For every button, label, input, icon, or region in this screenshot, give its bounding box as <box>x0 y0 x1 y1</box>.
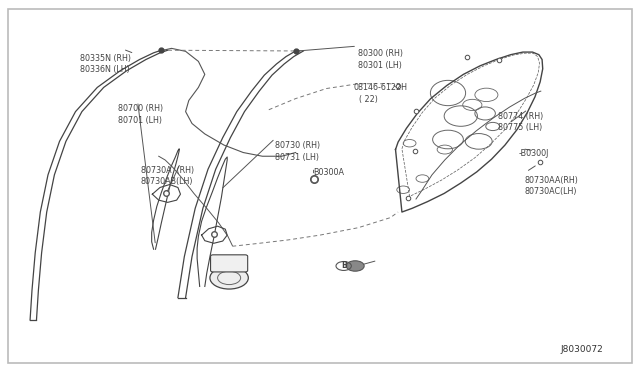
Text: B0300A: B0300A <box>314 168 344 177</box>
Text: B: B <box>341 262 346 270</box>
FancyBboxPatch shape <box>211 255 248 272</box>
Circle shape <box>346 261 364 271</box>
Text: 80774 (RH)
80775 (LH): 80774 (RH) 80775 (LH) <box>498 112 543 132</box>
Text: 80730A  (RH)
80730AB(LH): 80730A (RH) 80730AB(LH) <box>141 166 194 186</box>
Circle shape <box>210 267 248 289</box>
Text: 80730AA(RH)
80730AC(LH): 80730AA(RH) 80730AC(LH) <box>525 176 579 196</box>
Text: J8030072: J8030072 <box>560 345 603 354</box>
Text: 80300 (RH)
80301 (LH): 80300 (RH) 80301 (LH) <box>358 49 403 70</box>
Text: 80730 (RH)
80731 (LH): 80730 (RH) 80731 (LH) <box>275 141 321 162</box>
Text: 80335N (RH)
80336N (LH): 80335N (RH) 80336N (LH) <box>80 54 131 74</box>
Text: 80700 (RH)
80701 (LH): 80700 (RH) 80701 (LH) <box>118 104 164 125</box>
Text: -B0300J: -B0300J <box>518 149 548 158</box>
Text: 08146-6122H
  ( 22): 08146-6122H ( 22) <box>354 83 408 104</box>
